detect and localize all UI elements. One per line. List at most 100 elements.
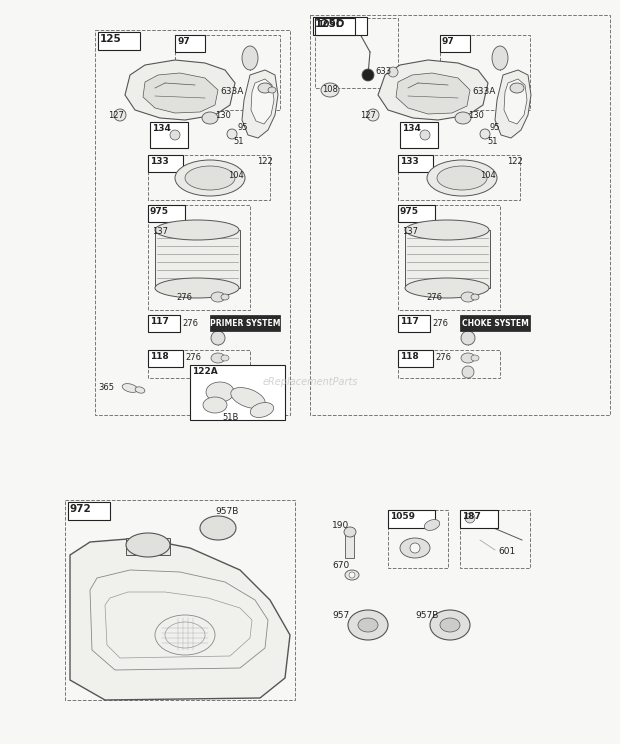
Circle shape — [462, 366, 474, 378]
Circle shape — [465, 513, 475, 523]
Bar — [398, 205, 435, 222]
Ellipse shape — [211, 353, 225, 363]
Text: 633A: 633A — [220, 88, 244, 97]
Text: 276: 276 — [426, 293, 442, 303]
Bar — [398, 155, 433, 172]
Ellipse shape — [175, 160, 245, 196]
Text: 130: 130 — [215, 112, 231, 121]
Polygon shape — [396, 73, 470, 114]
Ellipse shape — [344, 527, 356, 537]
Bar — [150, 122, 188, 148]
Text: 125D: 125D — [315, 19, 345, 29]
Text: 97: 97 — [177, 37, 190, 46]
Bar — [148, 205, 185, 222]
Text: 109C: 109C — [317, 20, 342, 29]
Ellipse shape — [461, 317, 475, 327]
Circle shape — [114, 109, 126, 121]
Ellipse shape — [358, 618, 378, 632]
Ellipse shape — [200, 516, 236, 540]
Ellipse shape — [155, 278, 239, 298]
Ellipse shape — [206, 382, 234, 402]
Text: 51: 51 — [487, 138, 497, 147]
Polygon shape — [143, 73, 218, 113]
Text: 133: 133 — [400, 157, 419, 166]
Ellipse shape — [440, 618, 460, 632]
Bar — [310, 15, 610, 415]
Ellipse shape — [461, 292, 475, 302]
Bar — [148, 155, 183, 172]
Bar — [398, 155, 520, 200]
Ellipse shape — [492, 46, 508, 70]
Ellipse shape — [185, 166, 235, 190]
Bar — [175, 35, 205, 52]
Bar — [440, 35, 470, 52]
Text: 108: 108 — [322, 86, 338, 94]
Text: 95: 95 — [237, 124, 247, 132]
Text: 276: 276 — [182, 318, 198, 327]
Text: 633: 633 — [375, 68, 391, 77]
Text: 972: 972 — [70, 504, 92, 514]
Bar — [95, 30, 290, 415]
Ellipse shape — [258, 83, 272, 93]
Text: 633A: 633A — [472, 88, 495, 97]
Bar — [440, 35, 530, 110]
Ellipse shape — [268, 87, 276, 93]
Text: 957: 957 — [332, 611, 349, 620]
Text: 957B: 957B — [415, 611, 438, 620]
Ellipse shape — [135, 387, 145, 393]
Ellipse shape — [427, 160, 497, 196]
Circle shape — [410, 543, 420, 553]
Text: 130: 130 — [468, 112, 484, 121]
Ellipse shape — [221, 294, 229, 300]
Circle shape — [420, 130, 430, 140]
Text: 133: 133 — [150, 157, 169, 166]
Polygon shape — [126, 538, 170, 555]
Text: 137: 137 — [402, 228, 418, 237]
Ellipse shape — [348, 610, 388, 640]
Text: 190: 190 — [332, 522, 349, 530]
Bar — [313, 17, 367, 35]
Text: eReplacementParts: eReplacementParts — [262, 377, 358, 387]
Ellipse shape — [405, 278, 489, 298]
Ellipse shape — [211, 292, 225, 302]
Ellipse shape — [405, 220, 489, 240]
Bar — [98, 32, 140, 50]
Polygon shape — [125, 60, 235, 120]
Text: 957B: 957B — [215, 507, 238, 516]
Circle shape — [388, 67, 398, 77]
Text: 117: 117 — [400, 317, 419, 326]
Bar — [460, 510, 498, 528]
Polygon shape — [378, 60, 488, 120]
Text: 118: 118 — [400, 352, 419, 361]
Polygon shape — [495, 70, 531, 138]
Text: 187: 187 — [462, 512, 481, 521]
Ellipse shape — [400, 538, 430, 558]
Text: 276: 276 — [176, 293, 192, 303]
Polygon shape — [70, 538, 290, 700]
Circle shape — [362, 69, 374, 81]
Circle shape — [367, 109, 379, 121]
Bar — [388, 510, 435, 528]
Bar — [148, 350, 250, 378]
Ellipse shape — [461, 353, 475, 363]
Polygon shape — [504, 79, 527, 124]
Ellipse shape — [471, 294, 479, 300]
Polygon shape — [345, 533, 354, 558]
Bar — [65, 500, 295, 700]
Ellipse shape — [510, 83, 524, 93]
Text: 276: 276 — [435, 353, 451, 362]
Bar — [400, 122, 438, 148]
Bar — [315, 18, 398, 88]
Polygon shape — [251, 79, 274, 124]
Circle shape — [170, 130, 180, 140]
Text: 127: 127 — [108, 112, 124, 121]
Bar — [148, 315, 180, 332]
Ellipse shape — [455, 112, 471, 124]
Text: 975: 975 — [400, 207, 419, 216]
Text: 670: 670 — [332, 560, 349, 569]
Text: 95: 95 — [490, 124, 500, 132]
Ellipse shape — [126, 533, 170, 557]
Text: 137: 137 — [152, 228, 168, 237]
Bar — [460, 510, 530, 568]
Ellipse shape — [203, 397, 227, 413]
